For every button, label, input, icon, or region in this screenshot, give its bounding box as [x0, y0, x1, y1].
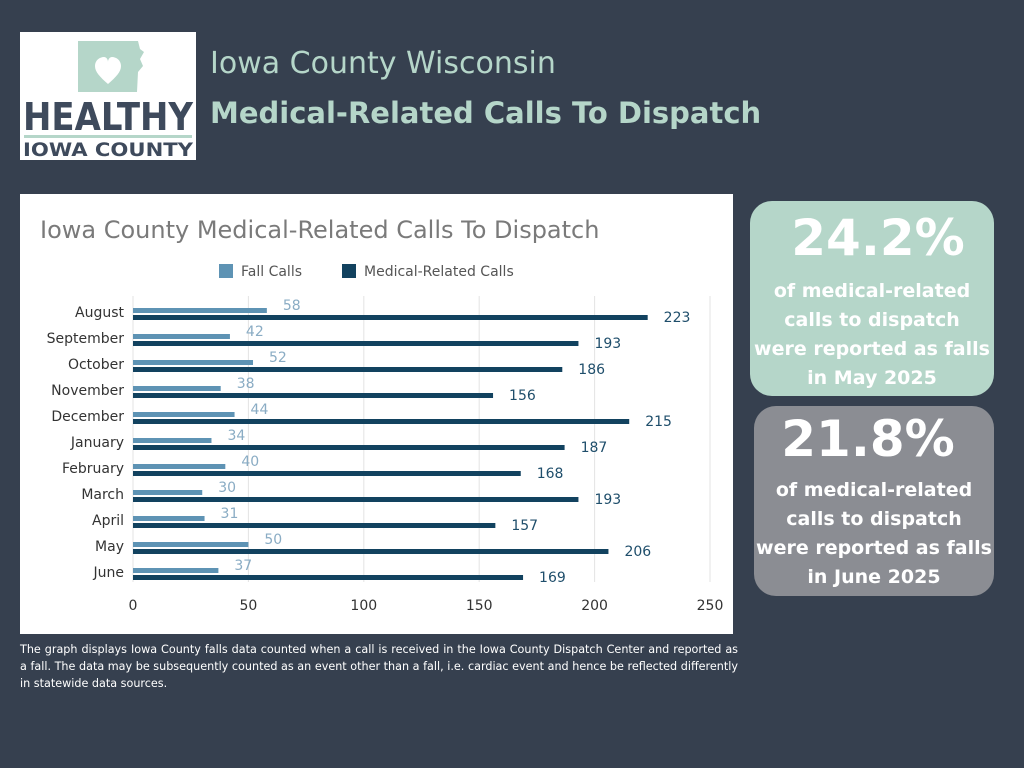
logo-line2: IOWA COUNTY [23, 139, 193, 160]
legend-label: Fall Calls [241, 264, 302, 280]
bar-fall-calls [133, 490, 203, 495]
stat-card-may-line: in May 2025 [807, 367, 937, 389]
logo-line1: HEALTHY [23, 95, 193, 139]
y-category-label: June [93, 565, 125, 581]
y-category-label: November [51, 383, 124, 399]
chart-panel: Iowa County Medical-Related Calls To Dis… [20, 194, 733, 634]
bar-medical-calls [133, 471, 521, 476]
stat-card-june-line: in June 2025 [807, 566, 941, 588]
stat-card-june-line: of medical-related [775, 479, 973, 501]
bar-chart: Iowa County Medical-Related Calls To Dis… [40, 216, 724, 614]
stat-card-june-line: calls to dispatch [786, 508, 962, 530]
bar-value-label: 40 [241, 454, 259, 470]
bar-value-label: 223 [664, 310, 691, 326]
bar-value-label: 34 [227, 428, 245, 444]
bar-fall-calls [133, 438, 212, 443]
bar-value-label: 50 [264, 532, 282, 548]
stat-card-may-description: of medical-related calls to dispatch wer… [750, 277, 994, 393]
bar-fall-calls [133, 568, 219, 573]
stat-card-may-percent: 24.2% [791, 209, 965, 267]
header-county-title: Iowa County Wisconsin [210, 46, 556, 81]
x-tick-label: 250 [697, 598, 724, 614]
logo: HEALTHY IOWA COUNTY [20, 32, 196, 160]
bar-medical-calls [133, 445, 565, 450]
bar-value-label: 186 [578, 362, 605, 378]
y-category-label: September [47, 331, 125, 347]
bar-medical-calls [133, 315, 648, 320]
bar-medical-calls [133, 367, 563, 372]
bar-value-label: 187 [581, 440, 608, 456]
chart-title: Iowa County Medical-Related Calls To Dis… [40, 216, 599, 244]
y-category-label: February [62, 461, 124, 477]
bar-medical-calls [133, 549, 609, 554]
bar-fall-calls [133, 360, 254, 365]
bar-value-label: 44 [251, 402, 269, 418]
bar-fall-calls [133, 386, 221, 391]
bar-value-label: 206 [624, 544, 651, 560]
bar-medical-calls [133, 497, 579, 502]
legend-label: Medical-Related Calls [364, 264, 514, 280]
y-category-label: August [75, 305, 125, 321]
bar-value-label: 193 [594, 492, 621, 508]
stat-card-june: 21.8% of medical-related calls to dispat… [754, 406, 994, 596]
bar-medical-calls [133, 341, 579, 346]
bar-value-label: 38 [237, 376, 255, 392]
stat-card-may-line: were reported as falls [754, 338, 990, 360]
bar-fall-calls [133, 412, 235, 417]
heart-icon [95, 57, 121, 84]
bar-fall-calls [133, 308, 267, 313]
bar-value-label: 52 [269, 350, 287, 366]
bar-value-label: 156 [509, 388, 536, 404]
y-category-label: March [81, 487, 124, 503]
header-page-title: Medical-Related Calls To Dispatch [210, 96, 762, 130]
footnote: The graph displays Iowa County falls dat… [20, 643, 738, 690]
bar-value-label: 31 [221, 506, 239, 522]
bar-value-label: 42 [246, 324, 264, 340]
bar-value-label: 169 [539, 570, 566, 586]
bar-value-label: 58 [283, 298, 301, 314]
y-category-label: October [68, 357, 124, 373]
x-tick-label: 200 [581, 598, 608, 614]
y-category-label: December [51, 409, 124, 425]
bar-value-label: 215 [645, 414, 672, 430]
y-category-label: April [92, 513, 124, 529]
y-category-label: May [95, 539, 124, 555]
x-tick-label: 150 [466, 598, 493, 614]
stat-card-june-percent: 21.8% [781, 410, 955, 468]
bar-value-label: 37 [234, 558, 252, 574]
x-tick-label: 50 [239, 598, 257, 614]
logo-divider [24, 135, 192, 138]
legend-swatch [219, 264, 233, 278]
bar-fall-calls [133, 542, 249, 547]
x-tick-label: 0 [129, 598, 138, 614]
bar-medical-calls [133, 419, 630, 424]
x-tick-label: 100 [350, 598, 377, 614]
stat-card-may-line: calls to dispatch [784, 309, 960, 331]
bar-value-label: 168 [537, 466, 564, 482]
bar-fall-calls [133, 334, 230, 339]
bar-fall-calls [133, 464, 226, 469]
bar-medical-calls [133, 523, 496, 528]
stat-card-may: 24.2% of medical-related calls to dispat… [750, 201, 994, 396]
bar-value-label: 157 [511, 518, 538, 534]
y-category-label: January [70, 435, 124, 451]
bar-value-label: 30 [218, 480, 236, 496]
bar-medical-calls [133, 575, 524, 580]
stat-card-june-line: were reported as falls [756, 537, 992, 559]
legend-swatch [342, 264, 356, 278]
bar-value-label: 193 [594, 336, 621, 352]
stat-card-may-line: of medical-related [773, 280, 971, 302]
bar-medical-calls [133, 393, 494, 398]
bar-fall-calls [133, 516, 205, 521]
stat-card-june-description: of medical-related calls to dispatch wer… [754, 476, 994, 592]
